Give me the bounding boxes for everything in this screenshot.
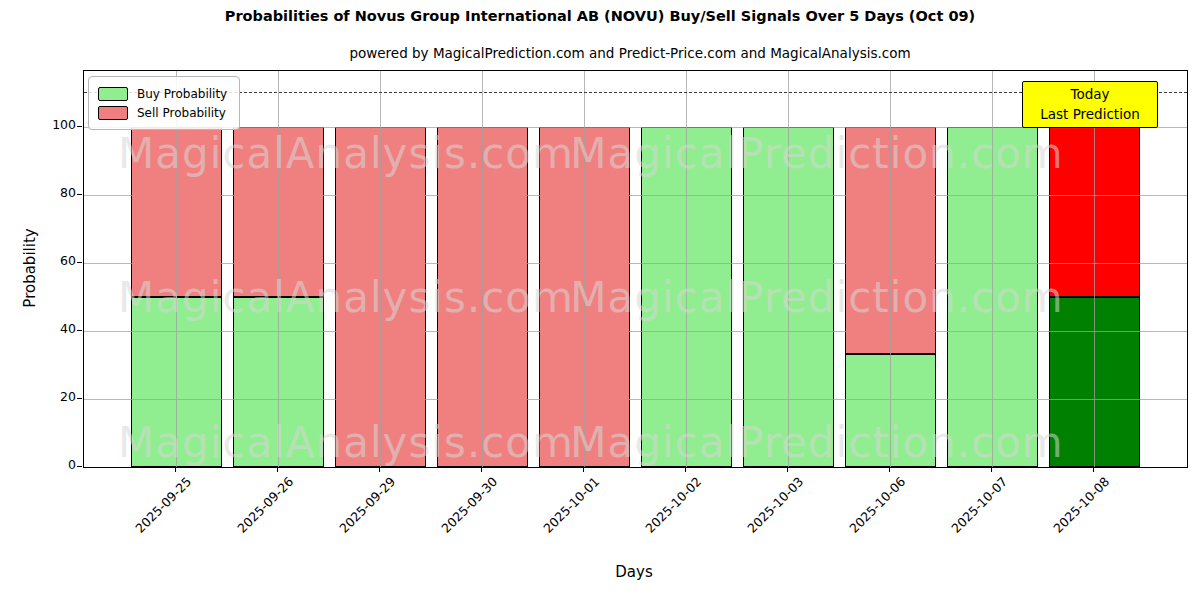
- x-tick-mark: [685, 467, 686, 472]
- legend-swatch-sell: [98, 106, 128, 120]
- x-tick-label: 2025-09-25: [132, 474, 194, 536]
- legend: Buy Probability Sell Probability: [88, 76, 240, 130]
- x-tick-mark: [175, 467, 176, 472]
- x-tick-mark: [1093, 467, 1094, 472]
- x-tick-mark: [991, 467, 992, 472]
- x-tick-label: 2025-10-07: [948, 474, 1010, 536]
- x-tick-mark: [379, 467, 380, 472]
- y-tick-mark: [77, 398, 82, 399]
- x-axis-label: Days: [615, 563, 652, 581]
- y-tick-label: 20: [0, 389, 76, 404]
- grid-line-horizontal: [84, 399, 1187, 400]
- legend-label-buy: Buy Probability: [128, 87, 227, 101]
- x-tick-mark: [787, 467, 788, 472]
- x-tick-label: 2025-10-02: [642, 474, 704, 536]
- y-tick-label: 60: [0, 253, 76, 268]
- grid-line-horizontal: [84, 467, 1187, 468]
- x-tick-label: 2025-09-29: [336, 474, 398, 536]
- annotation-line-1: Today: [1027, 84, 1153, 104]
- y-tick-mark: [77, 126, 82, 127]
- y-tick-mark: [77, 262, 82, 263]
- y-tick-mark: [77, 194, 82, 195]
- watermark-text-right: MagicalPrediction.com: [570, 129, 1064, 178]
- plot-area: Buy Probability Sell Probability Today L…: [83, 70, 1188, 468]
- chart-title: Probabilities of Novus Group Internation…: [225, 8, 975, 24]
- y-tick-mark: [77, 330, 82, 331]
- chart-figure: Probabilities of Novus Group Internation…: [0, 0, 1200, 600]
- legend-item-buy: Buy Probability: [98, 84, 227, 103]
- legend-label-sell: Sell Probability: [128, 106, 226, 120]
- watermark-text-right: MagicalPrediction.com: [570, 418, 1064, 467]
- y-tick-label: 100: [0, 117, 76, 132]
- x-tick-mark: [889, 467, 890, 472]
- y-axis-label: Probability: [21, 228, 39, 307]
- y-tick-label: 40: [0, 321, 76, 336]
- x-tick-label: 2025-09-26: [234, 474, 296, 536]
- watermark-text-left: MagicalAnalysis.com: [118, 273, 574, 322]
- x-tick-label: 2025-10-08: [1050, 474, 1112, 536]
- grid-line-horizontal: [84, 195, 1187, 196]
- y-tick-label: 0: [0, 457, 76, 472]
- annotation-line-2: Last Prediction: [1027, 104, 1153, 124]
- x-tick-label: 2025-10-03: [744, 474, 806, 536]
- chart-subtitle: powered by MagicalPrediction.com and Pre…: [349, 45, 910, 61]
- x-tick-mark: [277, 467, 278, 472]
- grid-line-horizontal: [84, 331, 1187, 332]
- x-tick-mark: [583, 467, 584, 472]
- today-annotation-box: Today Last Prediction: [1022, 81, 1158, 128]
- x-tick-mark: [481, 467, 482, 472]
- watermark-text-left: MagicalAnalysis.com: [118, 418, 574, 467]
- y-tick-label: 80: [0, 185, 76, 200]
- grid-line-horizontal: [84, 263, 1187, 264]
- grid-line-vertical: [1094, 71, 1095, 467]
- legend-item-sell: Sell Probability: [98, 103, 227, 122]
- watermark-text-right: MagicalPrediction.com: [570, 273, 1064, 322]
- x-tick-label: 2025-10-06: [846, 474, 908, 536]
- legend-swatch-buy: [98, 87, 128, 101]
- x-tick-label: 2025-10-01: [540, 474, 602, 536]
- y-tick-mark: [77, 466, 82, 467]
- x-tick-label: 2025-09-30: [438, 474, 500, 536]
- watermark-text-left: MagicalAnalysis.com: [118, 129, 574, 178]
